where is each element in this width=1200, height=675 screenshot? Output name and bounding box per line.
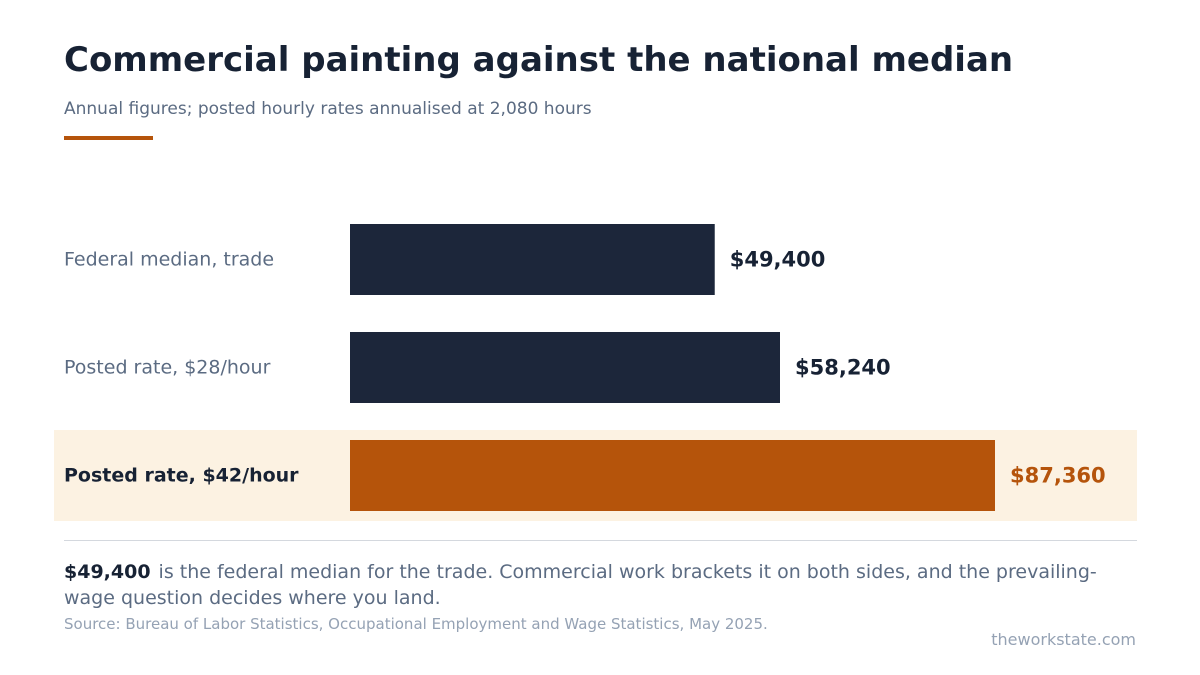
data-label: $58,240 xyxy=(795,356,891,380)
category-label: Posted rate, $42/hour xyxy=(64,465,299,487)
category-label: Posted rate, $28/hour xyxy=(64,357,271,379)
bar xyxy=(350,224,715,295)
note-value: $49,400 xyxy=(64,561,151,583)
site-credit: theworkstate.com xyxy=(991,630,1136,649)
bar xyxy=(350,332,780,403)
chart-title: Commercial painting against the national… xyxy=(64,40,1014,80)
chart-subtitle: Annual figures; posted hourly rates annu… xyxy=(64,99,592,119)
source-note: Source: Bureau of Labor Statistics, Occu… xyxy=(64,615,768,633)
takeaway-note: $49,400 is the federal median for the tra… xyxy=(64,559,1137,611)
category-label: Federal median, trade xyxy=(64,249,274,271)
bar xyxy=(350,440,995,511)
divider xyxy=(64,540,1137,541)
data-label: $49,400 xyxy=(730,248,826,272)
accent-rule xyxy=(64,136,153,140)
note-text: is the federal median for the trade. Com… xyxy=(64,561,1097,609)
data-label: $87,360 xyxy=(1010,464,1106,488)
